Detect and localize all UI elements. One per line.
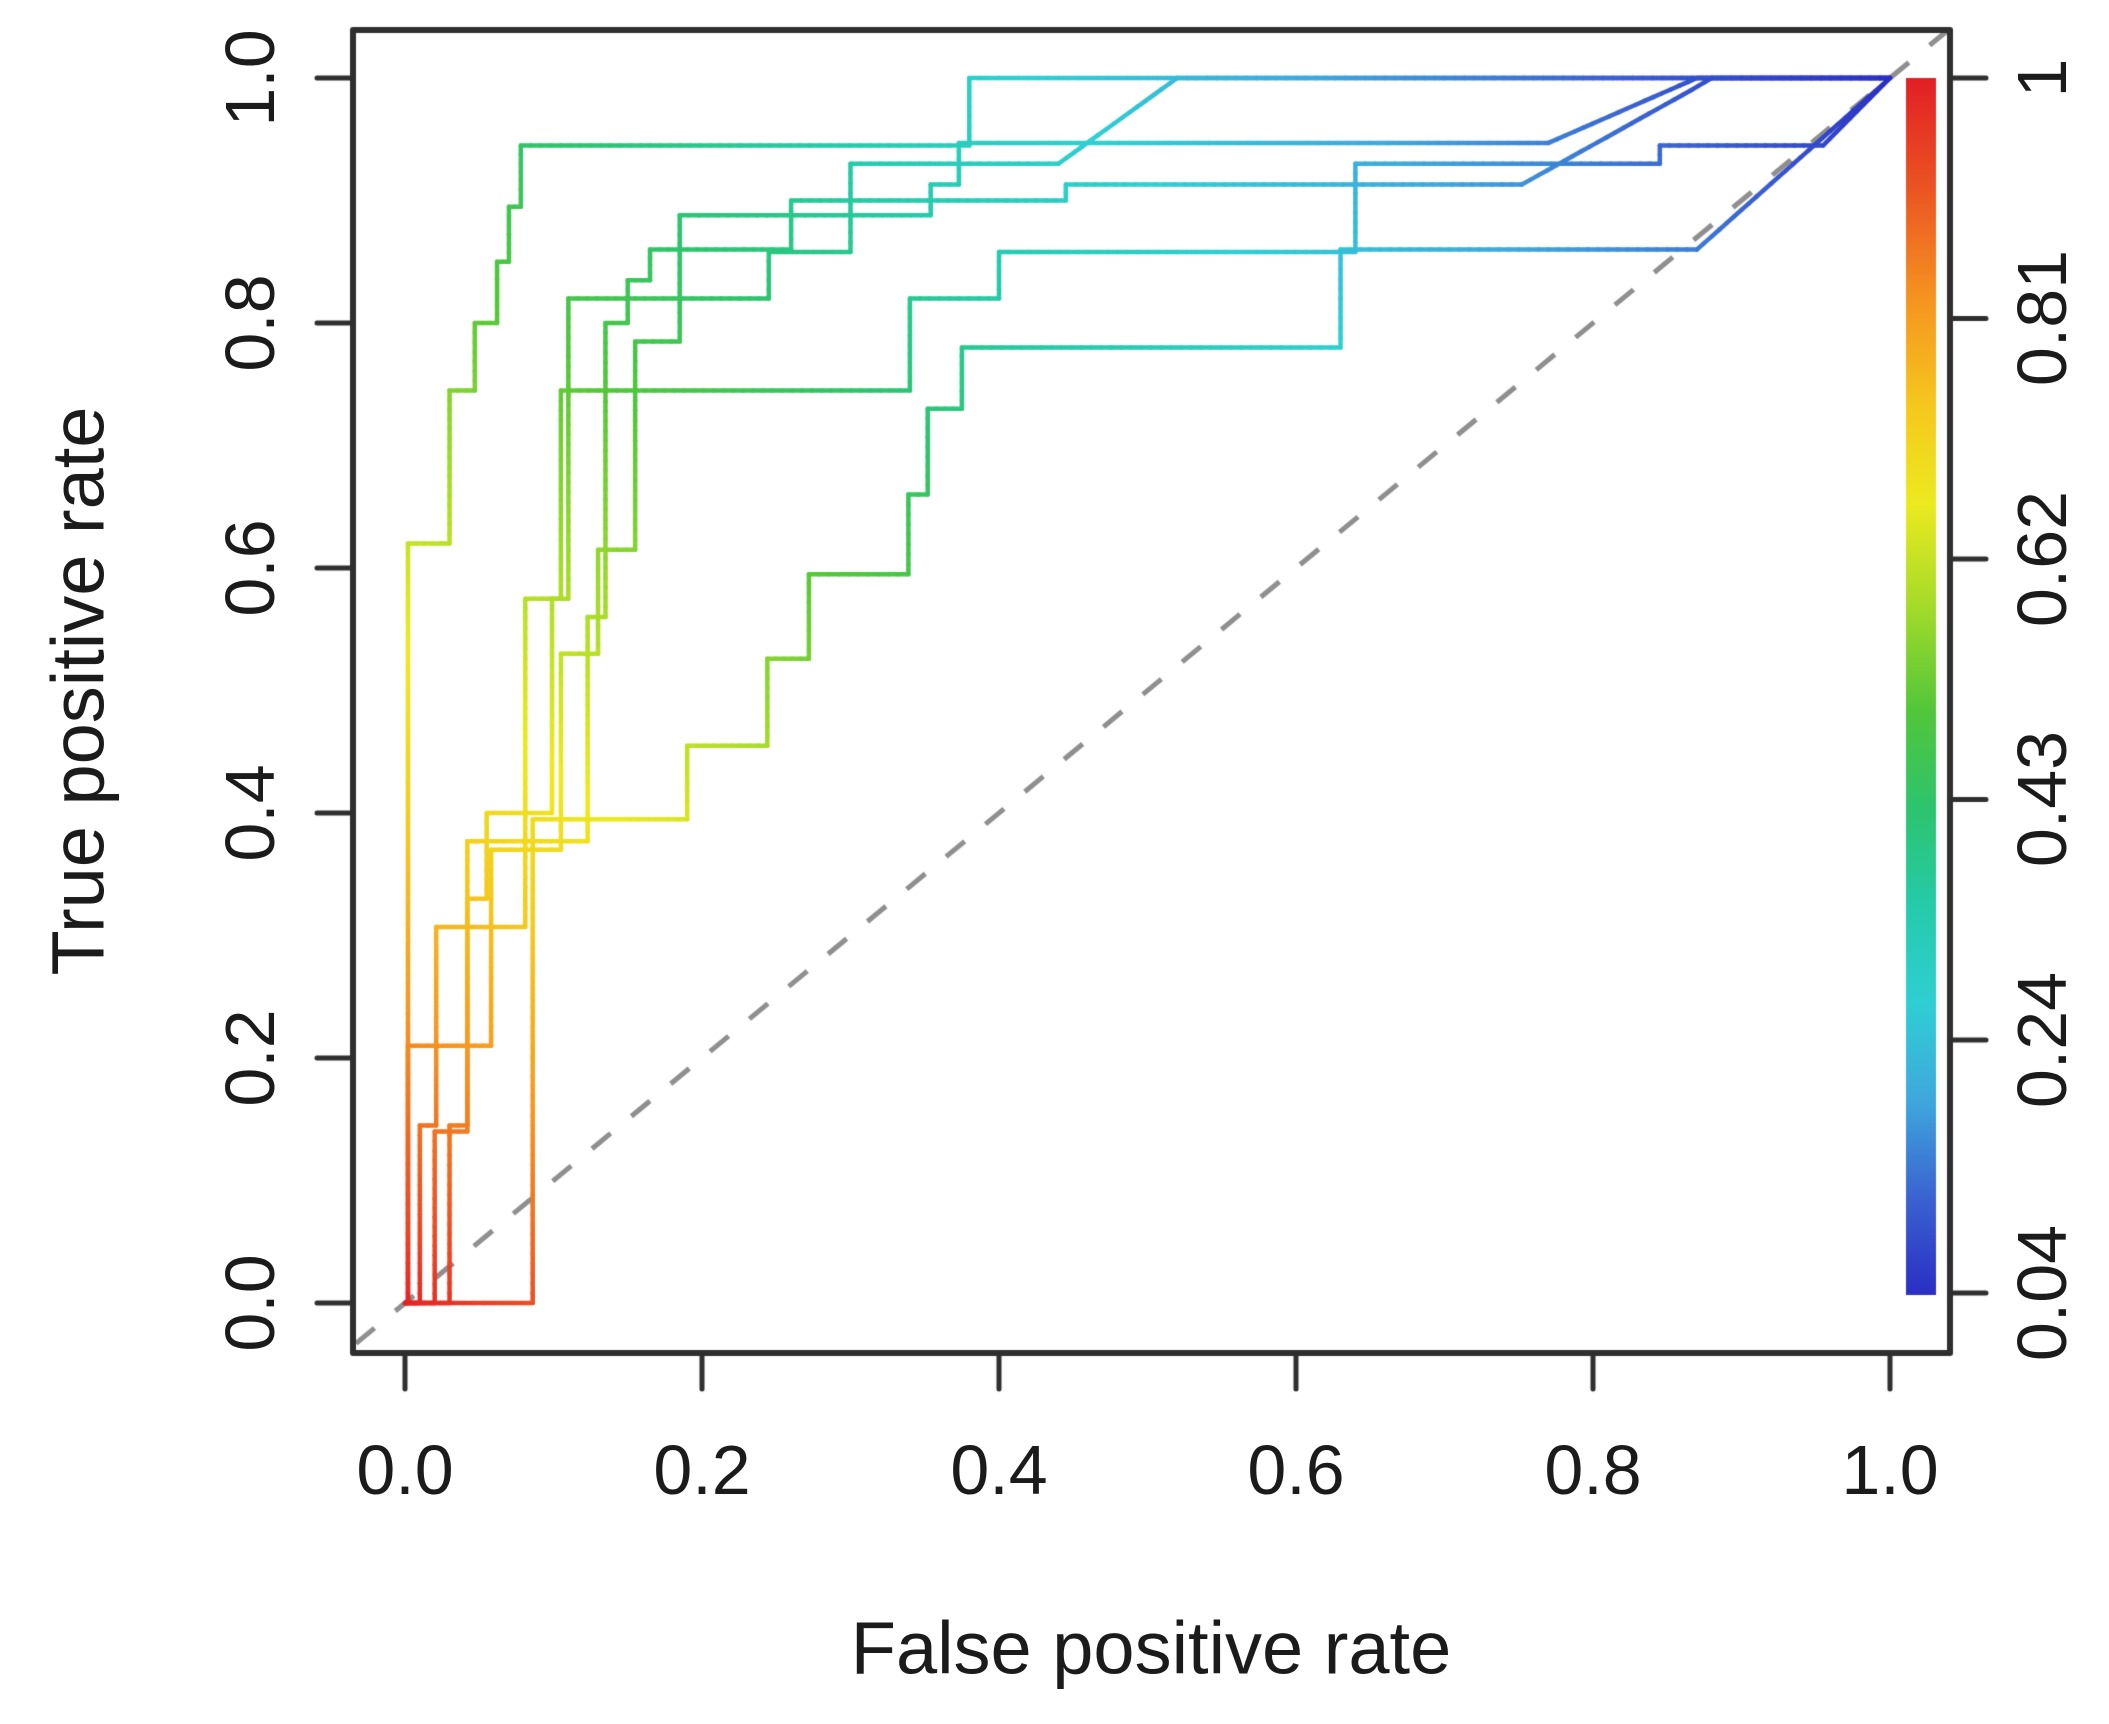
y-tick-label: 0.2 — [211, 1009, 289, 1107]
colorbar-tick-label: 0.24 — [2003, 971, 2081, 1108]
colorbar-tick-label: 0.81 — [2003, 250, 2081, 387]
x-tick-label: 0.6 — [1247, 1431, 1345, 1509]
x-tick-label: 1.0 — [1841, 1431, 1939, 1509]
y-axis-title: True positive rate — [36, 406, 120, 976]
colorbar-tick-label: 0.62 — [2003, 490, 2081, 628]
y-tick-label: 0.0 — [211, 1254, 289, 1352]
y-tick-label: 0.8 — [211, 274, 289, 372]
x-axis-title: False positive rate — [850, 1606, 1452, 1690]
colorbar-tick-label: 0.43 — [2003, 731, 2081, 868]
y-tick-label: 1.0 — [211, 29, 289, 127]
colorbar-tick-label: 0.04 — [2003, 1224, 2081, 1362]
colorbar-tick-label: 1 — [2003, 58, 2081, 98]
y-tick-label: 0.6 — [211, 519, 289, 617]
x-tick-label: 0.4 — [950, 1431, 1048, 1509]
x-tick-label: 0.8 — [1544, 1431, 1642, 1509]
x-tick-label: 0.2 — [653, 1431, 751, 1509]
x-tick-label: 0.0 — [356, 1431, 454, 1509]
y-tick-label: 0.4 — [211, 764, 289, 862]
